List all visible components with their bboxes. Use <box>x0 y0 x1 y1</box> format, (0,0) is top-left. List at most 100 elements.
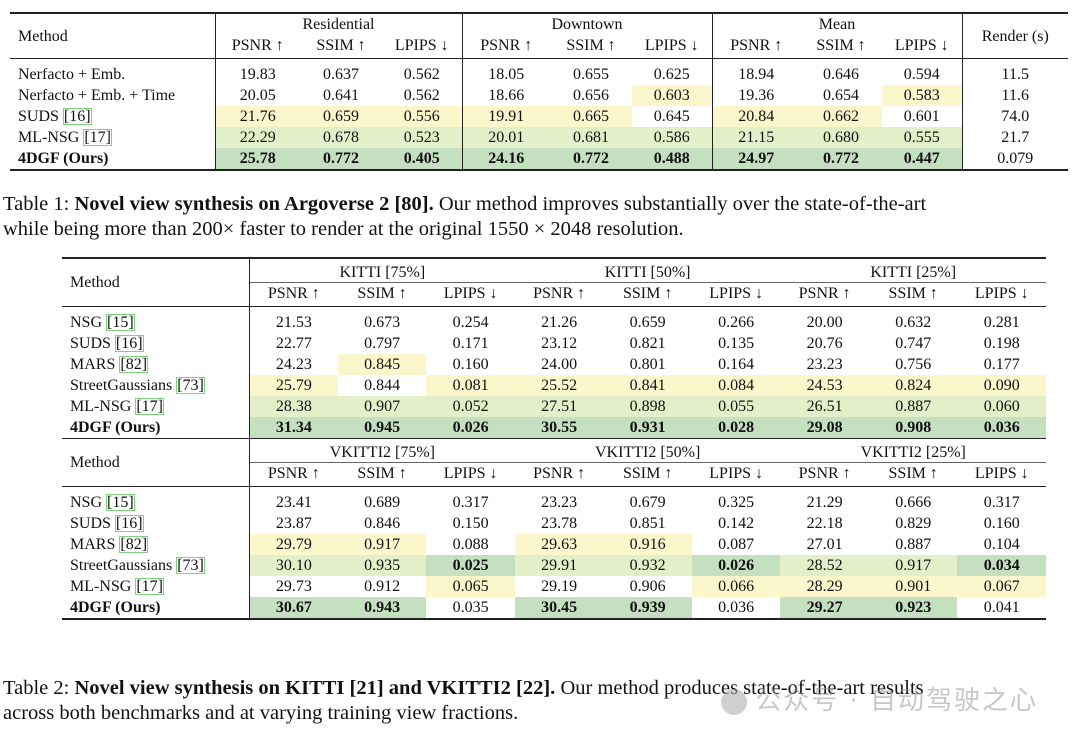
metric-header: LPIPS ↓ <box>382 35 463 59</box>
method-cell: SUDS [16] <box>62 333 250 354</box>
value-cell: 0.645 <box>632 106 713 127</box>
method-cell: 4DGF (Ours) <box>10 148 216 171</box>
value-cell: 0.912 <box>364 578 401 595</box>
metric-header: LPIPS ↓ <box>957 283 1046 307</box>
value-cell: 0.662 <box>800 106 882 127</box>
value-cell: 0.772 <box>550 148 632 171</box>
group-header: VKITTI2 [75%] <box>249 439 515 464</box>
method-header: Method <box>62 438 250 487</box>
metric-header: SSIM ↑ <box>603 463 692 487</box>
value-cell: 0.523 <box>382 127 463 148</box>
value-cell: 0.625 <box>632 58 713 85</box>
table-row: ML-NSG [17] 29.73 0.912 0.065 29.19 0.906 0.06… <box>62 576 1046 597</box>
value-cell: 24.97 <box>712 148 800 171</box>
value-cell: 0.659 <box>629 314 666 331</box>
value-cell: 18.05 <box>488 66 525 83</box>
metric-header: LPIPS ↓ <box>426 463 515 487</box>
metric-header: PSNR ↑ <box>215 35 300 59</box>
citation-link[interactable]: [82] <box>119 536 149 553</box>
value-cell: 0.907 <box>337 396 427 417</box>
value-cell: 0.036 <box>691 597 781 620</box>
citation-link[interactable]: [17] <box>135 398 164 415</box>
citation-link[interactable]: [73] <box>176 377 205 394</box>
value-cell: 0.562 <box>382 85 463 106</box>
metric-header: PSNR ↑ <box>249 463 338 487</box>
value-cell: 18.66 <box>488 87 525 104</box>
value-cell: 0.177 <box>983 356 1020 373</box>
value-cell: 29.73 <box>275 578 312 595</box>
value-cell: 0.041 <box>957 597 1046 620</box>
value-cell: 0.090 <box>957 375 1046 396</box>
value-cell: 0.887 <box>868 396 958 417</box>
value-cell: 27.01 <box>806 536 843 553</box>
caption-text: while being more than 200× faster to ren… <box>3 218 684 240</box>
method-cell: NSG [15] <box>62 486 250 513</box>
value-cell: 0.594 <box>903 66 940 83</box>
value-cell: 0.666 <box>895 494 932 511</box>
value-cell: 0.447 <box>882 148 962 171</box>
table-row: ML-NSG [17] 28.38 0.907 0.052 27.51 0.898 0.05… <box>62 396 1046 417</box>
citation-link[interactable]: [15] <box>106 494 135 511</box>
method-cell: 4DGF (Ours) <box>62 597 250 620</box>
citation-link[interactable]: [82] <box>119 356 149 373</box>
table-row: Nerfacto + Emb. + Time 20.05 0.641 0.562 18.… <box>10 85 1068 106</box>
value-cell: 23.12 <box>541 335 578 352</box>
method-cell: Nerfacto + Emb. + Time <box>10 85 216 106</box>
citation-link[interactable]: [16] <box>114 335 144 352</box>
value-cell: 24.23 <box>275 356 312 373</box>
value-cell: 0.943 <box>337 597 427 620</box>
value-cell: 0.887 <box>895 536 932 553</box>
value-cell: 23.41 <box>275 494 312 511</box>
value-cell: 24.00 <box>541 356 578 373</box>
citation-link[interactable]: [73] <box>176 557 205 574</box>
value-cell: 0.135 <box>718 335 755 352</box>
value-cell: 25.79 <box>249 375 338 396</box>
method-name: ML-NSG <box>70 398 136 415</box>
method-name: SUDS <box>70 335 115 352</box>
value-cell: 0.087 <box>718 536 755 553</box>
citation-link[interactable]: [16] <box>62 108 92 125</box>
table-row: Nerfacto + Emb. 19.83 0.637 0.562 18.05 0.655… <box>10 58 1068 85</box>
group-header: VKITTI2 [25%] <box>780 439 1046 464</box>
table-1-caption: Table 1: Novel view synthesis on Argover… <box>3 192 926 242</box>
method-name: MARS <box>70 536 120 553</box>
value-cell: 0.637 <box>323 66 359 83</box>
header-row: Method Residential Downtown Mean Render (s) <box>10 12 1068 59</box>
value-cell: 21.53 <box>275 314 312 331</box>
method-cell: ML-NSG [17] <box>62 396 250 417</box>
method-name: 4DGF (Ours) <box>18 150 109 167</box>
value-cell: 0.945 <box>337 417 427 439</box>
table-2-caption: Table 2: Novel view synthesis on KITTI [… <box>3 676 924 726</box>
value-cell: 0.747 <box>895 335 932 352</box>
method-cell: StreetGaussians [73] <box>62 555 250 576</box>
value-cell: 0.821 <box>629 335 666 352</box>
value-cell: 0.026 <box>426 417 515 439</box>
citation-link[interactable]: [17] <box>135 578 164 595</box>
value-cell: 0.829 <box>895 515 932 532</box>
value-cell: 20.84 <box>712 106 800 127</box>
value-cell: 0.160 <box>452 356 489 373</box>
citation-link[interactable]: [16] <box>114 515 144 532</box>
method-cell: StreetGaussians [73] <box>62 375 250 396</box>
method-name: Nerfacto + Emb. + Time <box>18 87 176 104</box>
value-cell: 0.055 <box>691 396 781 417</box>
value-cell: 23.87 <box>275 515 312 532</box>
value-cell: 0.673 <box>364 314 401 331</box>
value-cell: 0.586 <box>632 127 713 148</box>
citation-link[interactable]: [17] <box>83 129 112 146</box>
value-cell: 0.923 <box>868 597 958 620</box>
value-cell: 22.29 <box>215 127 300 148</box>
value-cell: 21.26 <box>541 314 578 331</box>
value-cell: 20.01 <box>462 127 550 148</box>
method-name: ML-NSG <box>18 129 84 146</box>
value-cell: 20.00 <box>806 314 843 331</box>
table-row: MARS [82] 29.79 0.917 0.088 29.63 0.916 0.087 2… <box>62 534 1046 555</box>
value-cell: 0.641 <box>323 87 359 104</box>
table-row: SUDS [16] 23.87 0.846 0.150 23.78 0.851 0.142 2… <box>62 513 1046 534</box>
render-cell: 11.5 <box>961 58 1068 85</box>
metric-header: LPIPS ↓ <box>426 283 515 307</box>
table-row: SUDS [16] 22.77 0.797 0.171 23.12 0.821 0.135 2… <box>62 333 1046 354</box>
value-cell: 0.844 <box>364 377 401 394</box>
value-cell: 0.066 <box>691 576 781 597</box>
citation-link[interactable]: [15] <box>106 314 135 331</box>
